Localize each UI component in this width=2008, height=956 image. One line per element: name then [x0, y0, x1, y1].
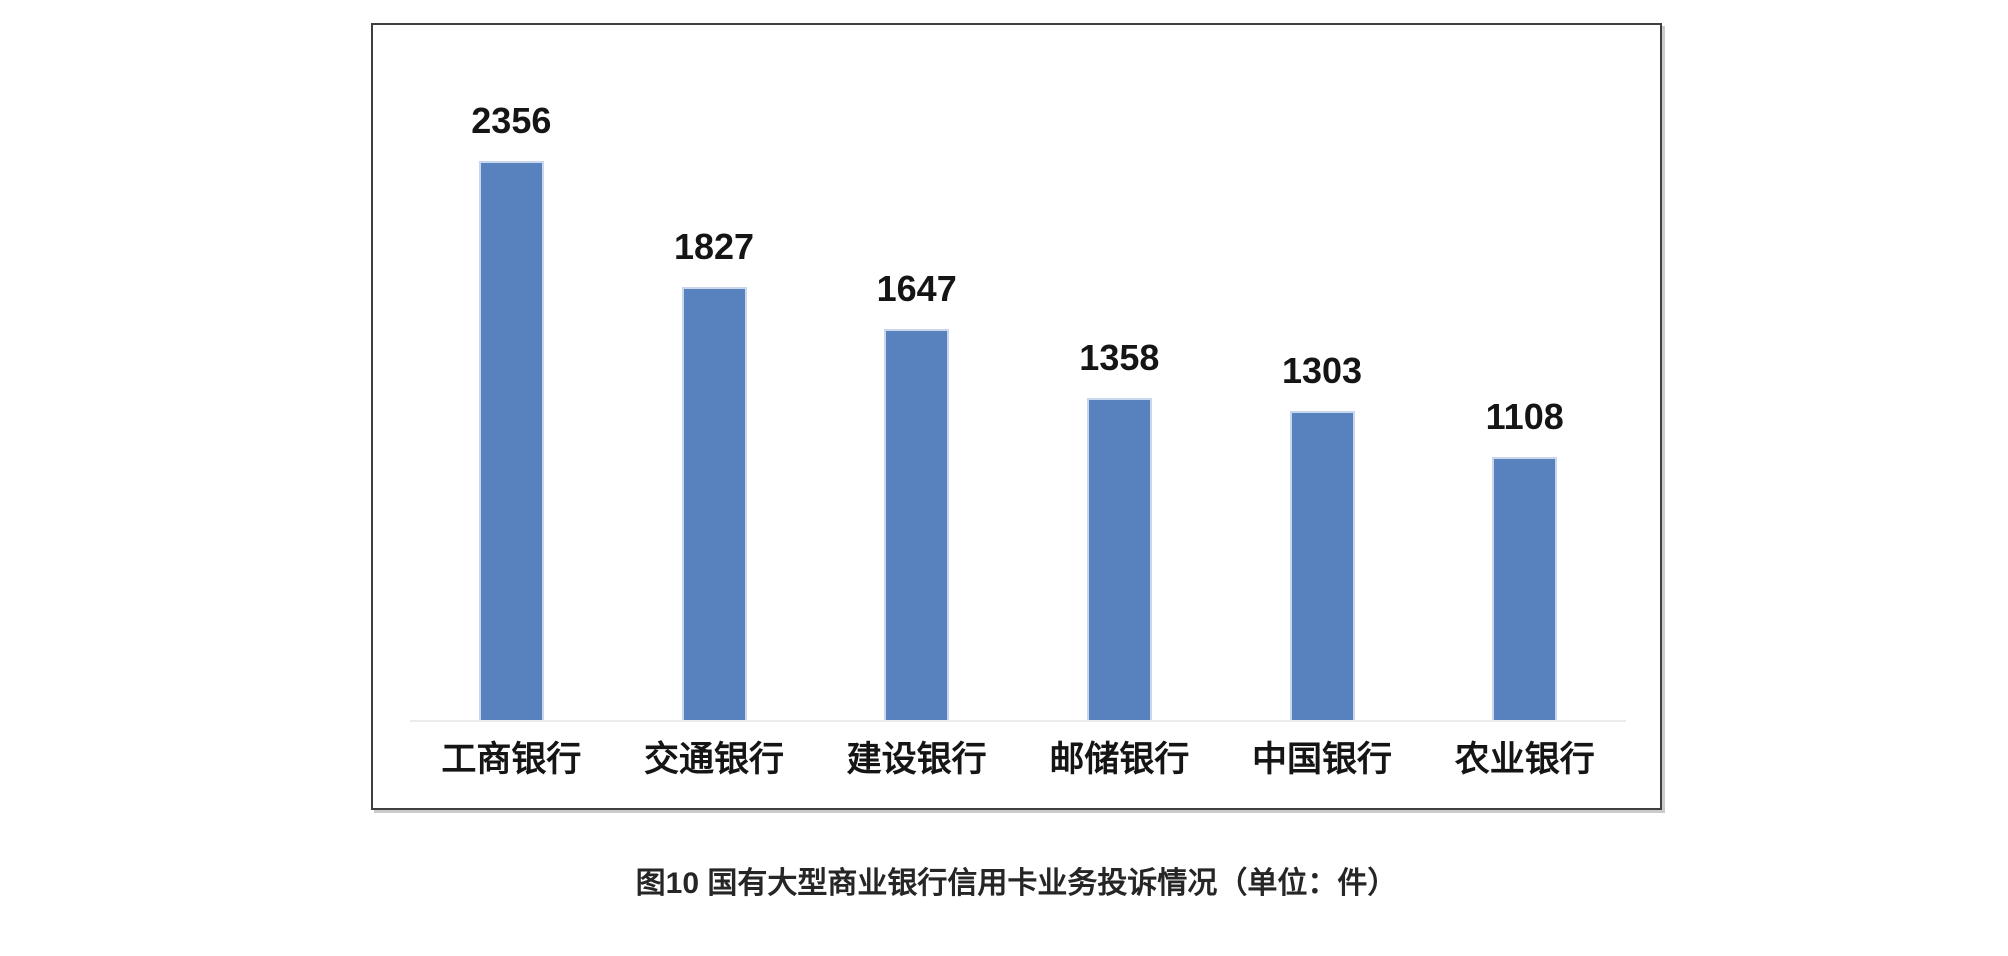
x-axis-label: 工商银行: [441, 740, 582, 779]
x-axis-label: 建设银行: [846, 740, 987, 779]
bar-group: 2356: [410, 103, 613, 720]
x-axis-labels: 工商银行 交通银行 建设银行 邮储银行 中国银行 农业银行: [410, 722, 1626, 808]
chart-frame: 2356 1827 1647 1358 1303 1108 工商银行 交通银行 建设银行 邮储银…: [371, 23, 1662, 810]
bar-group: 1108: [1423, 399, 1626, 720]
x-axis-label: 邮储银行: [1049, 740, 1190, 779]
bar-group: 1827: [613, 229, 816, 720]
bar: [1086, 398, 1152, 720]
bar-group: 1303: [1221, 353, 1424, 720]
x-axis-label: 交通银行: [644, 740, 785, 779]
bar-value-label: 1303: [1281, 350, 1363, 391]
x-axis-label: 农业银行: [1454, 740, 1595, 779]
bar: [1289, 411, 1355, 720]
bar: [681, 287, 747, 720]
bar-group: 1647: [815, 271, 1018, 720]
chart-caption: 图10 国有大型商业银行信用卡业务投诉情况（单位：件）: [635, 867, 1398, 900]
bar-value-label: 2356: [471, 100, 552, 141]
bar-value-label: 1108: [1485, 396, 1564, 437]
bar-value-label: 1647: [876, 268, 957, 309]
bar-value-label: 1358: [1079, 337, 1160, 378]
bar: [884, 329, 950, 720]
bar-group: 1358: [1018, 340, 1221, 720]
bar-value-label: 1827: [673, 226, 755, 267]
bar: [478, 161, 544, 720]
plot-area: 2356 1827 1647 1358 1303 1108: [410, 80, 1626, 720]
x-axis-label: 中国银行: [1252, 740, 1393, 779]
bar: [1492, 457, 1558, 720]
x-axis-line: [410, 720, 1626, 722]
